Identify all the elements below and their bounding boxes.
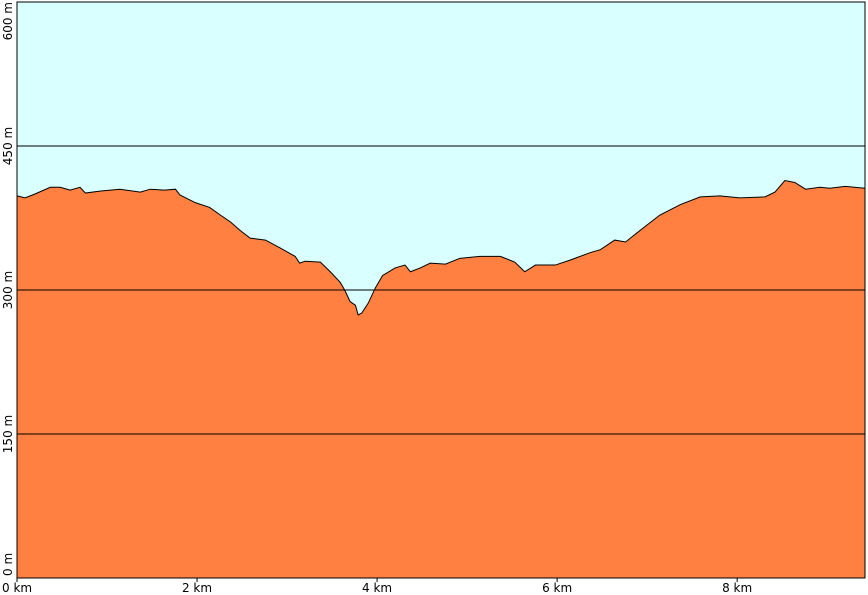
x-tick-label: 6 km [542, 581, 572, 595]
elevation-line [16, 180, 866, 316]
y-tick-label: 300 m [1, 271, 15, 309]
y-tick-label: 0 m [1, 553, 15, 576]
x-tick-label: 4 km [362, 581, 392, 595]
y-tick-label: 600 m [1, 2, 15, 40]
y-tick-label: 450 m [1, 127, 15, 165]
y-tick-label: 150 m [1, 415, 15, 453]
plot-border [16, 1, 866, 579]
x-tick-label: 8 km [722, 581, 752, 595]
x-tick-label: 2 km [182, 581, 212, 595]
elevation-area [17, 180, 865, 578]
x-tick-label: 0 km [2, 581, 32, 595]
